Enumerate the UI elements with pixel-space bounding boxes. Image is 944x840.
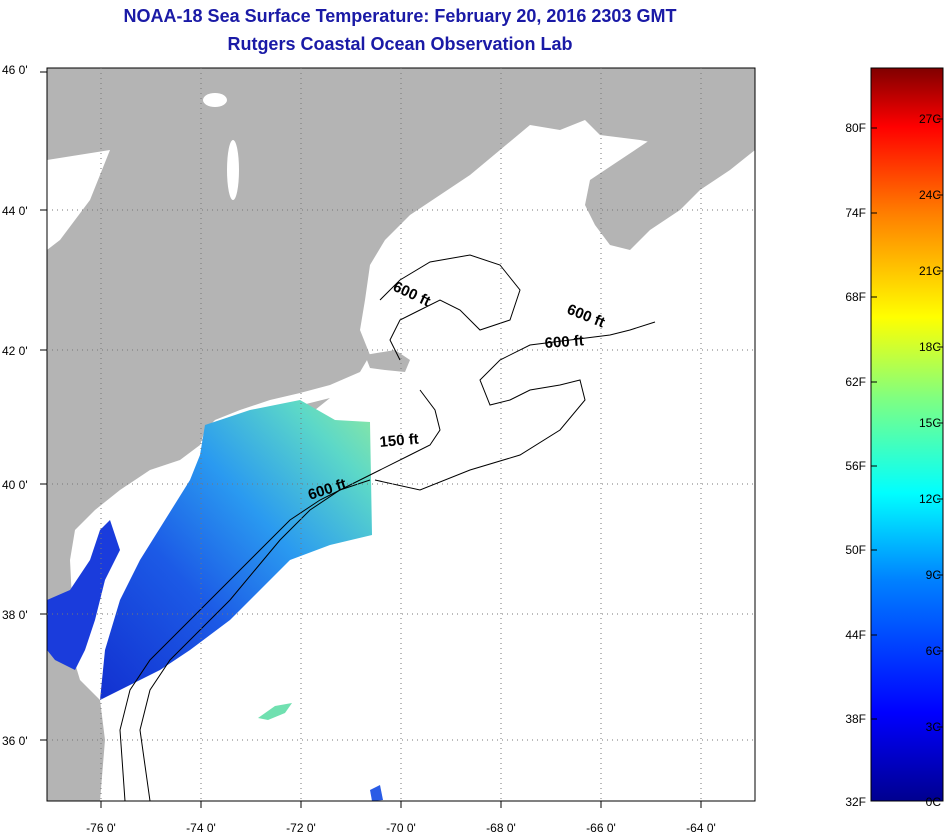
colorbar-f-label: 44F bbox=[845, 628, 866, 642]
colorbar-c-label: 21C bbox=[919, 264, 941, 278]
colorbar-f-label: 74F bbox=[845, 206, 866, 220]
map-subtitle: Rutgers Coastal Ocean Observation Lab bbox=[227, 34, 573, 54]
axis-ticks bbox=[40, 71, 702, 808]
lon-label: -68 0' bbox=[486, 821, 516, 835]
sst-patch bbox=[370, 785, 383, 801]
colorbar-f-label: 56F bbox=[845, 459, 866, 473]
colorbar-c-label: 15C bbox=[919, 416, 941, 430]
land-cape-cod bbox=[365, 350, 410, 372]
colorbar-c-label: 6C bbox=[926, 644, 942, 658]
colorbar-c-label: 3C bbox=[926, 720, 942, 734]
colorbar-f-label: 38F bbox=[845, 712, 866, 726]
lon-label: -70 0' bbox=[386, 821, 416, 835]
lat-label: 44 0' bbox=[2, 204, 28, 218]
colorbar-ticks bbox=[871, 118, 943, 728]
colorbar bbox=[870, 67, 944, 802]
contour-label: 150 ft bbox=[379, 431, 420, 451]
lake-feature bbox=[227, 140, 239, 200]
lon-label: -66 0' bbox=[586, 821, 616, 835]
colorbar-f-label: 50F bbox=[845, 543, 866, 557]
lon-label: -76 0' bbox=[86, 821, 116, 835]
sst-chesapeake bbox=[47, 520, 120, 670]
colorbar-f-label: 62F bbox=[845, 375, 866, 389]
graticule bbox=[47, 68, 755, 801]
contour-600ft bbox=[374, 321, 656, 491]
sst-swath bbox=[100, 400, 372, 700]
lat-label: 42 0' bbox=[2, 344, 28, 358]
colorbar-c-label: 12C bbox=[919, 492, 941, 506]
colorbar-f-label: 68F bbox=[845, 290, 866, 304]
lon-label: -72 0' bbox=[286, 821, 316, 835]
contour-600ft-shelf bbox=[139, 479, 371, 801]
lat-label: 36 0' bbox=[2, 734, 28, 748]
lat-label: 40 0' bbox=[2, 478, 28, 492]
lake-feature bbox=[203, 93, 227, 107]
colorbar-f-label: 32F bbox=[845, 795, 866, 809]
colorbar-c-label: 27C bbox=[919, 112, 941, 126]
contour-gulf-of-maine bbox=[379, 254, 521, 361]
lon-label: -74 0' bbox=[186, 821, 216, 835]
colorbar-c-label: 18C bbox=[919, 340, 941, 354]
map-title: NOAA-18 Sea Surface Temperature: Februar… bbox=[123, 6, 677, 26]
lake-feature bbox=[47, 150, 110, 250]
colorbar-c-label: 0C bbox=[926, 795, 942, 809]
colorbar-c-label: 24C bbox=[919, 188, 941, 202]
colorbar-c-label: 9C bbox=[926, 568, 942, 582]
contour-label: 600 ft bbox=[544, 332, 584, 352]
lat-label: 38 0' bbox=[2, 608, 28, 622]
land-mainland bbox=[47, 68, 755, 801]
contour-150ft bbox=[119, 389, 441, 801]
land-nova-scotia bbox=[585, 95, 755, 250]
lon-label: -64 0' bbox=[686, 821, 716, 835]
lat-label: 46 0' bbox=[2, 63, 28, 77]
sst-patch bbox=[258, 703, 292, 720]
colorbar-f-label: 80F bbox=[845, 121, 866, 135]
